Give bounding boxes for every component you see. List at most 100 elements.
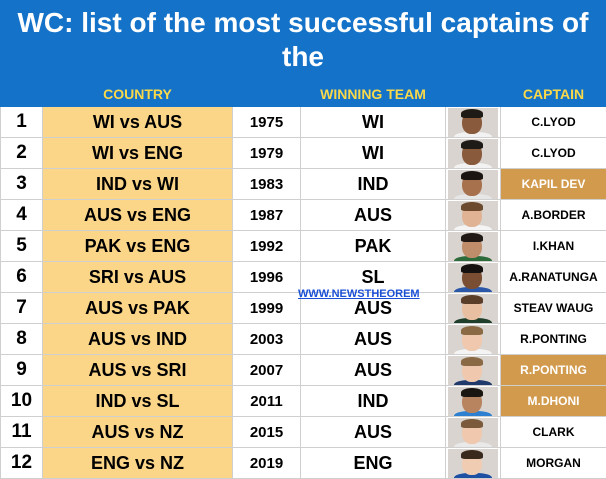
year-cell: 2007 xyxy=(233,355,301,386)
country-match: AUS vs PAK xyxy=(43,293,233,324)
winning-team-cell: ENG xyxy=(301,448,446,479)
year-cell: 2011 xyxy=(233,386,301,417)
year-cell: 1996 xyxy=(233,262,301,293)
captain-name-cell: CLARK xyxy=(501,417,606,448)
row-number: 3 xyxy=(1,169,43,200)
captain-name-cell: A.BORDER xyxy=(501,200,606,231)
row-number: 9 xyxy=(1,355,43,386)
row-number: 1 xyxy=(1,107,43,138)
country-match: AUS vs IND xyxy=(43,324,233,355)
captain-photo-cell xyxy=(446,169,501,200)
header-num xyxy=(1,81,43,107)
country-match: IND vs WI xyxy=(43,169,233,200)
captain-name-cell: C.LYOD xyxy=(501,107,606,138)
captain-name-cell: KAPIL DEV xyxy=(501,169,606,200)
country-match: PAK vs ENG xyxy=(43,231,233,262)
row-number: 12 xyxy=(1,448,43,479)
winning-team-cell: AUS xyxy=(301,417,446,448)
header-country: COUNTRY xyxy=(43,81,233,107)
year-cell: 1979 xyxy=(233,138,301,169)
year-cell: 1987 xyxy=(233,200,301,231)
captain-name-cell: A.RANATUNGA xyxy=(501,262,606,293)
row-number: 11 xyxy=(1,417,43,448)
title-line-1: WC: list of the most successful captains… xyxy=(0,6,606,74)
year-cell: 2019 xyxy=(233,448,301,479)
year-cell: 2003 xyxy=(233,324,301,355)
winning-team-cell: IND xyxy=(301,169,446,200)
row-number: 5 xyxy=(1,231,43,262)
header-photo xyxy=(446,81,501,107)
captain-photo-cell xyxy=(446,417,501,448)
captain-avatar-icon xyxy=(448,356,498,385)
country-match: AUS vs NZ xyxy=(43,417,233,448)
winning-team-cell: AUS xyxy=(301,355,446,386)
captain-name-cell: R.PONTING xyxy=(501,324,606,355)
year-cell: 1975 xyxy=(233,107,301,138)
row-number: 8 xyxy=(1,324,43,355)
captain-name-cell: I.KHAN xyxy=(501,231,606,262)
captain-photo-cell xyxy=(446,231,501,262)
country-match: SRI vs AUS xyxy=(43,262,233,293)
captain-photo-cell xyxy=(446,293,501,324)
captain-name-cell: C.LYOD xyxy=(501,138,606,169)
table-header-row: COUNTRY WINNING TEAM CAPTAIN xyxy=(1,81,606,107)
captain-photo-cell xyxy=(446,386,501,417)
country-match: AUS vs SRI xyxy=(43,355,233,386)
row-number: 2 xyxy=(1,138,43,169)
country-match: WI vs AUS xyxy=(43,107,233,138)
country-match: ENG vs NZ xyxy=(43,448,233,479)
year-cell: 2015 xyxy=(233,417,301,448)
captain-avatar-icon xyxy=(448,418,498,447)
winning-team-cell: AUS xyxy=(301,324,446,355)
captain-avatar-icon xyxy=(448,201,498,230)
captain-avatar-icon xyxy=(448,294,498,323)
year-cell: 1992 xyxy=(233,231,301,262)
captain-photo-cell xyxy=(446,138,501,169)
winning-team-cell: IND xyxy=(301,386,446,417)
captain-avatar-icon xyxy=(448,139,498,168)
captain-photo-cell xyxy=(446,355,501,386)
header-captain: CAPTAIN xyxy=(501,81,606,107)
year-cell: 1999 xyxy=(233,293,301,324)
captain-avatar-icon xyxy=(448,325,498,354)
captain-name-cell: MORGAN xyxy=(501,448,606,479)
header-year xyxy=(233,81,301,107)
captain-avatar-icon xyxy=(448,263,498,292)
captain-avatar-icon xyxy=(448,387,498,416)
winning-team-cell: WI xyxy=(301,107,446,138)
captain-photo-cell xyxy=(446,107,501,138)
year-cell: 1983 xyxy=(233,169,301,200)
page-title: WC: list of the most successful captains… xyxy=(0,0,606,80)
captain-photo-cell xyxy=(446,200,501,231)
row-number: 6 xyxy=(1,262,43,293)
header-winning-team: WINNING TEAM xyxy=(301,81,446,107)
captain-photo-cell xyxy=(446,324,501,355)
captain-name-cell: M.DHONI xyxy=(501,386,606,417)
country-match: AUS vs ENG xyxy=(43,200,233,231)
captain-avatar-icon xyxy=(448,170,498,199)
watermark-link[interactable]: WWW.NEWSTHEOREM xyxy=(298,288,420,300)
captain-avatar-icon xyxy=(448,108,498,137)
captain-name-cell: R.PONTING xyxy=(501,355,606,386)
captain-photo-cell xyxy=(446,448,501,479)
captain-avatar-icon xyxy=(448,232,498,261)
country-match: IND vs SL xyxy=(43,386,233,417)
winning-team-cell: AUS xyxy=(301,200,446,231)
captain-name-cell: STEAV WAUG xyxy=(501,293,606,324)
winning-team-cell: PAK xyxy=(301,231,446,262)
country-match: WI vs ENG xyxy=(43,138,233,169)
row-number: 7 xyxy=(1,293,43,324)
row-number: 10 xyxy=(1,386,43,417)
row-number: 4 xyxy=(1,200,43,231)
captain-photo-cell xyxy=(446,262,501,293)
